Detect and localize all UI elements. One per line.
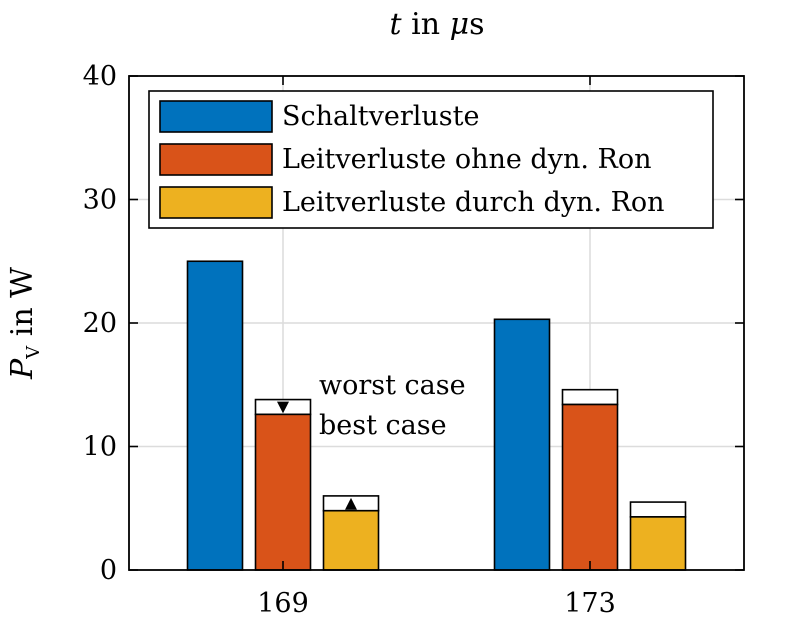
- legend-swatch-1: [159, 143, 273, 176]
- legend-label-0: Schaltverluste: [282, 101, 479, 132]
- annotation-worst-case: worst case: [319, 370, 466, 401]
- x-ticks: 169 173: [257, 76, 616, 619]
- annotation-best-case: best case: [319, 410, 447, 441]
- bars: [186, 260, 687, 571]
- x-tick-label-1: 173: [564, 588, 616, 619]
- bar-0-1: [493, 318, 551, 571]
- x-tick-label-0: 169: [257, 588, 309, 619]
- legend-label-1: Leitverluste ohne dyn. Ron: [282, 144, 651, 175]
- y-tick-label-3: 30: [83, 185, 117, 216]
- y-axis-label: PV in W: [5, 267, 44, 380]
- bar-best-case-2-0: [322, 509, 380, 571]
- legend-label-2: Leitverluste durch dyn. Ron: [282, 187, 665, 218]
- bar-best-case-1-0: [254, 413, 312, 571]
- bar-best-case-2-1: [629, 516, 687, 571]
- y-tick-label-0: 0: [100, 555, 117, 586]
- bar-best-case-1-1: [561, 403, 619, 571]
- y-tick-label-2: 20: [83, 308, 117, 339]
- chart-title: t in μs: [390, 7, 485, 42]
- arrow-down-marker: [277, 401, 289, 414]
- annotations: worst case best case: [319, 370, 466, 441]
- bar-worst-case-1-1: [561, 388, 619, 406]
- y-tick-label-1: 10: [83, 432, 117, 463]
- y-tick-label-4: 40: [83, 61, 117, 92]
- legend: Schaltverluste Leitverluste ohne dyn. Ron…: [148, 90, 714, 229]
- legend-swatch-0: [159, 100, 273, 133]
- bar-0-0: [186, 260, 244, 571]
- arrow-up-marker: [345, 497, 357, 510]
- y-ticks: 0 10 20 30 40: [83, 61, 744, 586]
- legend-swatch-2: [159, 186, 273, 219]
- bar-worst-case-2-1: [629, 501, 687, 518]
